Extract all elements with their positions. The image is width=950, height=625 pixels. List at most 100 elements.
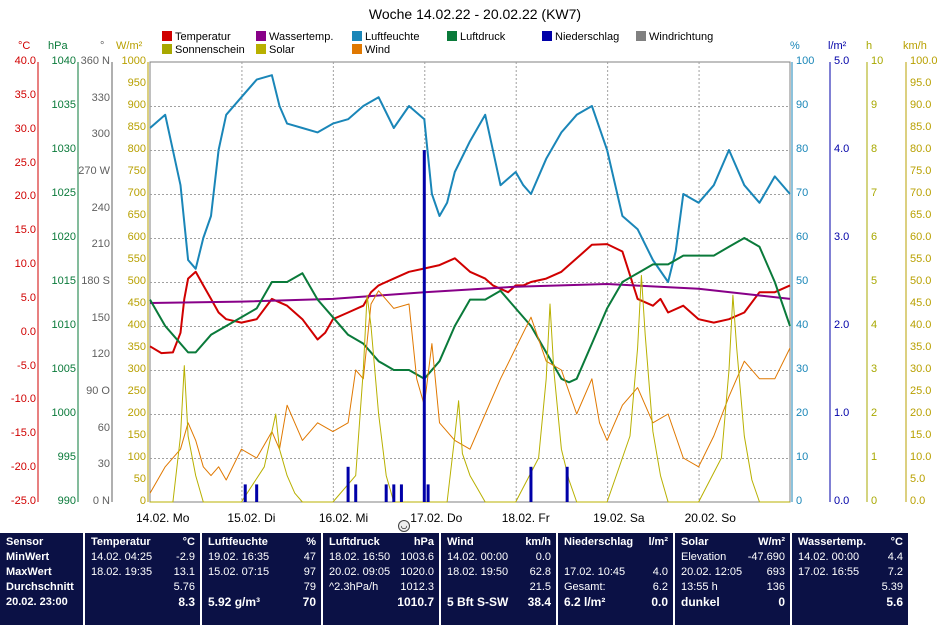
stats-column-temperatur: Temperatur °C 14.02. 04:25 -2.9 18.02. 19:35…: [85, 533, 202, 625]
stats-cell: 79: [303, 581, 316, 593]
rain-tick-label: 0.0: [834, 495, 850, 507]
temp-tick-label: 10.0: [14, 258, 36, 271]
winddir-tick-label: 150: [91, 311, 110, 324]
stats-cell: hPa: [413, 536, 434, 548]
stats-cell: Sensor: [6, 536, 44, 548]
legend-label: Niederschlag: [555, 31, 620, 43]
stats-cell: 14.02. 00:00: [798, 551, 860, 563]
legend-swatch: [447, 31, 457, 41]
stats-row: dunkel 0: [681, 595, 785, 610]
stats-cell: Wassertemp.: [798, 536, 867, 548]
wind-tick-label: 65.0: [910, 209, 932, 221]
legend-swatch: [162, 31, 172, 41]
stats-cell: 5.6: [886, 595, 903, 609]
winddir-tick-label: 60: [97, 421, 110, 434]
rain-bar: [392, 484, 396, 502]
x-tick-label: 18.02. Fr: [501, 511, 550, 525]
wind-tick-label: 15.0: [910, 429, 932, 441]
temp-tick-label: 15.0: [14, 224, 36, 237]
legend-luftdruck[interactable]: Luftdruck: [447, 31, 505, 43]
rain-bar: [255, 484, 259, 502]
solar-tick-label: 550: [127, 253, 146, 265]
winddir-tick-label: 0 N: [92, 495, 110, 507]
rain-bar: [346, 466, 350, 502]
rain-axis-unit: l/m²: [828, 40, 847, 52]
temp-tick-label: 25.0: [14, 156, 36, 169]
stats-cell: 14.02. 00:00: [447, 551, 509, 563]
stats-column-wassertemp: Wassertemp. °C 14.02. 00:00 4.4 17.02. 16:55…: [792, 533, 910, 625]
series-line-temperatur: [149, 243, 791, 355]
stats-row: 13:55 h 136: [681, 580, 785, 595]
wind-tick-label: 45.0: [910, 297, 932, 309]
winddir-tick-label: 30: [97, 458, 110, 471]
stats-row: 20.02. 23:00: [6, 595, 78, 610]
temp-tick-label: 20.0: [14, 190, 36, 203]
stats-cell: Luftdruck: [329, 536, 380, 548]
sun-tick-label: 10: [871, 55, 884, 67]
x-tick-label: 20.02. So: [684, 511, 736, 525]
stats-cell: ^2.3hPa/h: [329, 581, 379, 593]
wind-tick-label: 5.0: [910, 473, 926, 485]
legend-solar[interactable]: Solar: [256, 44, 295, 56]
solar-tick-label: 750: [127, 165, 146, 177]
legend-swatch: [352, 44, 362, 54]
stats-row: 6.2 l/m² 0.0: [564, 595, 668, 610]
wind-tick-label: 75.0: [910, 165, 932, 177]
stats-cell: 70: [302, 595, 316, 609]
stats-cell: 7.2: [887, 566, 903, 578]
stats-row: 19.02. 16:35 47: [208, 550, 316, 565]
x-tick-label: 19.02. Sa: [593, 511, 645, 525]
legend-swatch: [352, 31, 362, 41]
stats-row: 5.39: [798, 580, 903, 595]
stats-cell: 13.1: [173, 566, 195, 578]
stats-row: 5.76: [91, 580, 195, 595]
legend-temperatur[interactable]: Temperatur: [162, 31, 231, 43]
stats-cell: Durchschnitt: [6, 581, 74, 593]
stats-cell: 0.0: [651, 595, 668, 609]
pressure-tick-label: 1020: [51, 231, 76, 243]
legend-wind[interactable]: Wind: [352, 44, 390, 56]
stats-cell: 1012.3: [400, 581, 434, 593]
humidity-axis-unit: %: [790, 40, 800, 52]
pressure-tick-label: 1015: [51, 275, 76, 287]
stats-row: Durchschnitt: [6, 580, 78, 595]
stats-cell: °C: [182, 536, 195, 548]
stats-row: 8.3: [91, 595, 195, 610]
legend-label: Luftdruck: [460, 31, 506, 43]
wind-tick-label: 85.0: [910, 121, 932, 133]
winddir-tick-label: 210: [91, 238, 110, 251]
wind-tick-label: 55.0: [910, 253, 932, 265]
stats-row: MinWert: [6, 550, 78, 565]
stats-cell: °C: [890, 536, 903, 548]
stats-cell: dunkel: [681, 595, 720, 609]
sun-tick-label: 8: [871, 143, 878, 155]
stats-cell: 19.02. 16:35: [208, 551, 270, 563]
legend-sonnenschein[interactable]: Sonnenschein: [162, 44, 245, 56]
stats-cell: 5.76: [173, 581, 195, 593]
pressure-tick-label: 1010: [51, 319, 76, 331]
temp-tick-label: -25.0: [10, 495, 36, 507]
legend-luftfeuchte[interactable]: Luftfeuchte: [352, 31, 419, 43]
stats-cell: MinWert: [6, 551, 50, 563]
legend-label: Solar: [269, 44, 295, 56]
stats-row: Sensor: [6, 535, 78, 550]
pressure-tick-label: 995: [57, 451, 76, 463]
pressure-tick-label: 1030: [51, 143, 76, 155]
wind-tick-label: 60.0: [910, 231, 932, 243]
legend-wassertemp[interactable]: Wassertemp.: [256, 31, 333, 43]
legend-windrichtung[interactable]: Windrichtung: [636, 31, 713, 43]
rain-tick-label: 1.0: [834, 407, 850, 419]
legend-swatch: [256, 31, 266, 41]
stats-cell: Luftfeuchte: [208, 536, 268, 548]
stats-cell: -2.9: [176, 551, 195, 563]
stats-row-labels: Sensor MinWert MaxWert Durchschnitt 20.02. 2…: [0, 533, 85, 625]
stats-row: 5 Bft S-SW 38.4: [447, 595, 551, 610]
time-slider-knob[interactable]: ◡: [398, 520, 410, 532]
legend-niederschlag[interactable]: Niederschlag: [542, 31, 619, 43]
x-tick-label: 15.02. Di: [227, 511, 276, 525]
humidity-tick-label: 30: [796, 363, 809, 375]
solar-tick-label: 800: [127, 143, 146, 155]
stats-row: 18.02. 19:35 13.1: [91, 565, 195, 580]
humidity-tick-label: 50: [796, 275, 809, 287]
stats-cell: 20.02. 09:05: [329, 566, 391, 578]
